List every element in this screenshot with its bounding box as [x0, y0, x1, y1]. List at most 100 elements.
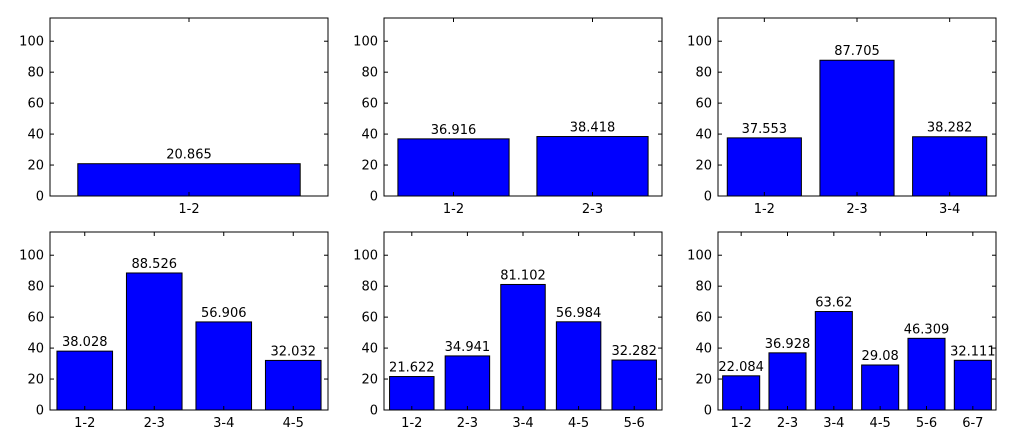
- bar: [722, 375, 761, 411]
- value-label: 38.418: [570, 121, 616, 136]
- y-tick-label: 80: [361, 280, 378, 295]
- axes-frame: [49, 231, 329, 411]
- x-tick-label: 1-2: [731, 416, 752, 431]
- bar: [912, 136, 988, 197]
- y-tick-label: 100: [687, 35, 712, 50]
- y-tick-label: 40: [695, 342, 712, 357]
- value-label: 21.622: [389, 361, 435, 376]
- axes-frame: [717, 17, 997, 197]
- x-tick-label: 3-4: [213, 416, 234, 431]
- x-tick-label: 1-2: [443, 202, 464, 217]
- x-tick-label: 3-4: [823, 416, 844, 431]
- value-label: 32.282: [611, 344, 657, 359]
- value-label: 81.102: [500, 268, 546, 283]
- value-label: 46.309: [904, 322, 950, 337]
- y-tick-label: 20: [695, 373, 712, 388]
- x-tick-label: 2-3: [846, 202, 867, 217]
- x-tick-label: 1-2: [401, 416, 422, 431]
- axes-frame: [383, 17, 663, 197]
- value-label: 56.906: [201, 306, 247, 321]
- bar: [397, 138, 510, 197]
- value-label: 63.62: [815, 296, 852, 311]
- y-tick-label: 0: [36, 190, 44, 205]
- y-tick-label: 60: [695, 311, 712, 326]
- bar: [77, 163, 301, 197]
- y-tick-label: 60: [361, 311, 378, 326]
- y-tick-label: 80: [27, 280, 44, 295]
- value-label: 32.032: [271, 344, 317, 359]
- x-tick-label: 1-2: [74, 416, 95, 431]
- bar: [907, 337, 946, 411]
- axes-frame: [717, 231, 997, 411]
- y-tick-label: 0: [36, 404, 44, 419]
- value-label: 87.705: [834, 44, 880, 59]
- bar: [953, 359, 992, 411]
- x-tick-label: 1-2: [754, 202, 775, 217]
- bar: [444, 355, 491, 411]
- y-tick-label: 100: [19, 35, 44, 50]
- y-tick-label: 100: [19, 249, 44, 264]
- x-tick-label: 3-4: [512, 416, 533, 431]
- value-label: 20.865: [166, 148, 212, 163]
- y-tick-label: 100: [353, 35, 378, 50]
- bar: [536, 136, 649, 197]
- subplot-3: 37.553 1-2 87.705 2-3 38.282 3-4 0 20 40 60 80 100: [687, 17, 997, 217]
- value-label: 88.526: [132, 257, 178, 272]
- axes-frame: [383, 231, 663, 411]
- y-tick-label: 40: [27, 128, 44, 143]
- bar: [726, 137, 802, 197]
- x-tick-label: 5-6: [624, 416, 645, 431]
- bar: [125, 272, 183, 411]
- bar: [768, 352, 807, 411]
- y-tick-label: 60: [27, 97, 44, 112]
- value-label: 34.941: [445, 340, 491, 355]
- y-tick-label: 20: [695, 159, 712, 174]
- axes-frame: [49, 17, 329, 197]
- x-tick-label: 2-3: [144, 416, 165, 431]
- y-tick-label: 40: [361, 342, 378, 357]
- value-label: 22.084: [718, 360, 764, 375]
- y-tick-label: 40: [695, 128, 712, 143]
- x-tick-label: 6-7: [962, 416, 983, 431]
- value-label: 36.928: [765, 337, 811, 352]
- y-tick-label: 60: [27, 311, 44, 326]
- bar: [389, 376, 435, 411]
- bar: [611, 359, 657, 411]
- y-tick-label: 80: [27, 66, 44, 81]
- subplot-2: 36.916 1-2 38.418 2-3 0 20 40 60 80 100: [353, 17, 663, 217]
- x-tick-label: 3-4: [939, 202, 960, 217]
- x-tick-label: 2-3: [777, 416, 798, 431]
- y-tick-label: 0: [704, 190, 712, 205]
- x-tick-label: 4-5: [568, 416, 589, 431]
- bar: [555, 321, 602, 411]
- y-tick-label: 100: [353, 249, 378, 264]
- bar: [56, 350, 114, 411]
- value-label: 56.984: [556, 306, 602, 321]
- x-tick-label: 2-3: [582, 202, 603, 217]
- x-tick-label: 2-3: [457, 416, 478, 431]
- y-tick-label: 40: [361, 128, 378, 143]
- y-tick-label: 40: [27, 342, 44, 357]
- bar: [819, 59, 895, 197]
- subplot-1: 20.865 1-2 0 20 40 60 80 100: [19, 17, 329, 217]
- value-label: 38.282: [927, 121, 973, 136]
- value-label: 36.916: [431, 123, 477, 138]
- y-tick-label: 80: [695, 66, 712, 81]
- x-tick-label: 4-5: [283, 416, 304, 431]
- x-tick-label: 1-2: [178, 202, 199, 217]
- value-label: 37.553: [742, 122, 788, 137]
- value-label: 29.08: [862, 349, 899, 364]
- subplot-5: 21.622 1-2 34.941 2-3 81.102 3-4 56.984 4-5 32.2…: [353, 231, 663, 431]
- value-label: 38.028: [62, 335, 108, 350]
- y-tick-label: 20: [27, 159, 44, 174]
- x-tick-label: 5-6: [916, 416, 937, 431]
- y-tick-label: 80: [695, 280, 712, 295]
- y-tick-label: 60: [695, 97, 712, 112]
- y-tick-label: 60: [361, 97, 378, 112]
- y-tick-label: 0: [370, 190, 378, 205]
- bar: [500, 283, 546, 411]
- y-tick-label: 100: [687, 249, 712, 264]
- y-tick-label: 0: [704, 404, 712, 419]
- bar: [195, 321, 253, 411]
- bar: [814, 311, 853, 411]
